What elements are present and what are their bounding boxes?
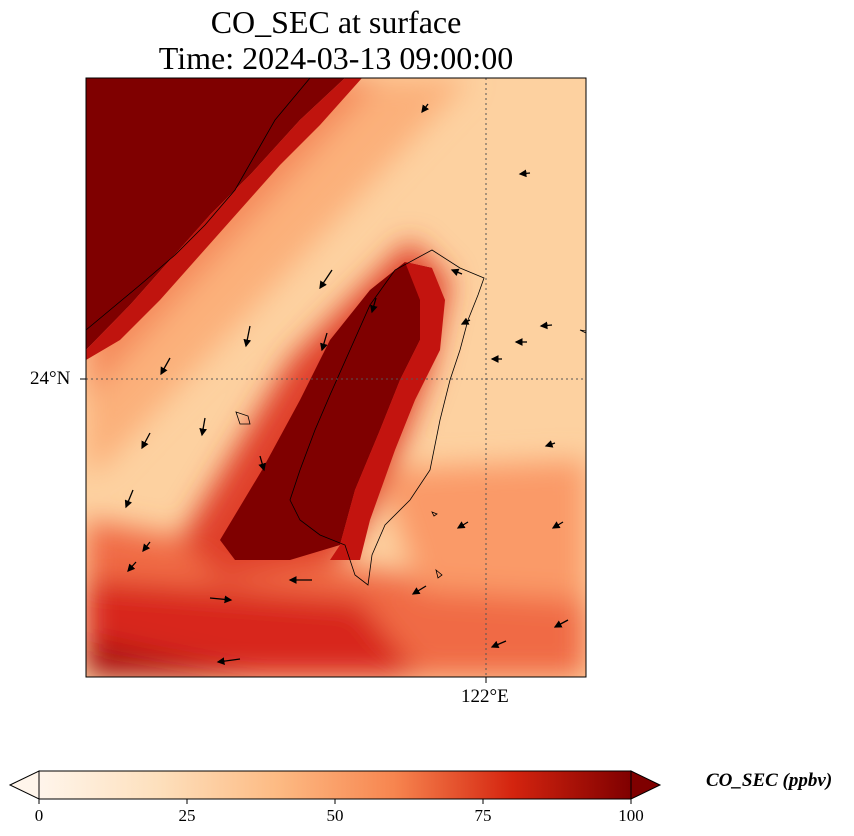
colorbar-tick-0: 0 <box>34 806 44 825</box>
colorbar-tick-75: 75 <box>474 806 492 825</box>
colorbar-tick-marks <box>38 799 632 804</box>
colorbar-tick-50: 50 <box>326 806 344 825</box>
map-title: CO_SEC at surface <box>210 4 462 40</box>
map-subtitle-time: Time: 2024-03-13 09:00:00 <box>158 40 514 76</box>
latitude-tick-label: 24°N <box>30 368 71 389</box>
map-plot <box>80 77 587 683</box>
wind-vectors <box>124 103 569 665</box>
colorbar-gradient <box>38 770 632 800</box>
colorbar-tick-100: 100 <box>618 806 644 825</box>
map-frame <box>85 77 587 678</box>
colorbar-tick-25: 25 <box>178 806 196 825</box>
colorbar-label: CO_SEC (ppbv) <box>706 770 833 791</box>
gridlines <box>86 78 586 677</box>
colorbar-min-extend <box>8 770 40 800</box>
colorbar-max-extend <box>630 770 662 800</box>
concentration-field <box>86 78 586 677</box>
colorbar <box>8 770 662 804</box>
longitude-tick-label: 122°E <box>461 686 509 707</box>
